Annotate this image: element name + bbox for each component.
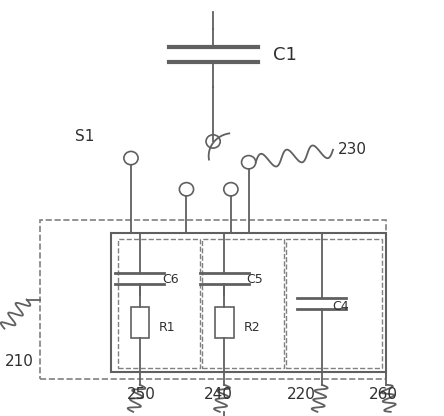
Bar <box>215 307 234 338</box>
Text: 240: 240 <box>204 387 233 402</box>
Bar <box>286 239 382 368</box>
Text: 210: 210 <box>4 354 33 369</box>
Text: 260: 260 <box>369 387 397 402</box>
Text: 220: 220 <box>286 387 315 402</box>
Bar <box>111 233 386 372</box>
Text: R1: R1 <box>159 321 175 334</box>
Bar <box>40 220 386 379</box>
Text: R2: R2 <box>243 321 260 334</box>
Text: S1: S1 <box>75 129 95 144</box>
Text: C1: C1 <box>273 46 297 64</box>
Bar <box>118 239 200 368</box>
Text: C5: C5 <box>246 273 263 286</box>
Text: 230: 230 <box>337 142 366 157</box>
Bar <box>131 307 149 338</box>
Bar <box>202 239 284 368</box>
Text: 250: 250 <box>127 387 155 402</box>
Text: C4: C4 <box>332 300 349 313</box>
Text: C6: C6 <box>162 273 178 286</box>
